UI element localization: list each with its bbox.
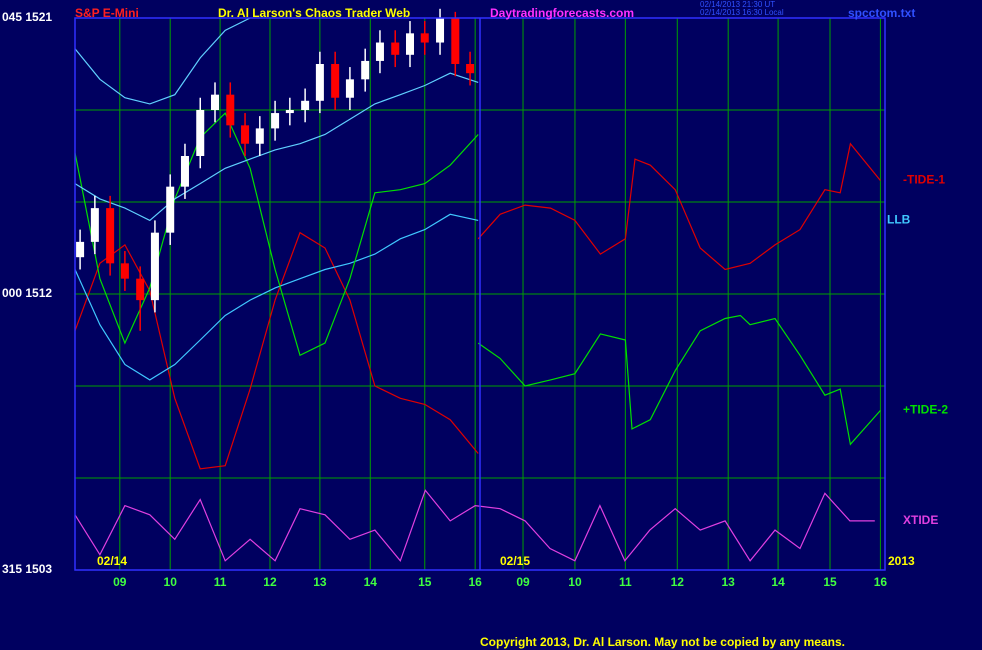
- candle-body: [391, 42, 400, 55]
- candle-body: [180, 156, 189, 187]
- candle-body: [420, 33, 429, 43]
- candle-body: [451, 18, 460, 64]
- x-tick-label: 11: [619, 575, 632, 589]
- x-tick-label: 14: [771, 575, 785, 589]
- x-tick-label: 16: [874, 575, 888, 589]
- x-tick-label: 12: [671, 575, 685, 589]
- x-tick-label: 13: [313, 575, 327, 589]
- y-tick-label: 045 1521: [2, 10, 52, 24]
- x-tick-label: 10: [568, 575, 582, 589]
- symbol: S&P E-Mini: [75, 6, 139, 20]
- candle-body: [361, 60, 370, 80]
- x-tick-label: 09: [113, 575, 127, 589]
- marks: [74, 8, 881, 562]
- x-tick-label: 15: [823, 575, 837, 589]
- candle-body: [150, 232, 159, 301]
- candle-body: [106, 208, 115, 264]
- x-tick-label: 10: [164, 575, 178, 589]
- series-label: -TIDE-1: [903, 173, 945, 187]
- website: Daytradingforecasts.com: [490, 6, 634, 20]
- series-line: [74, 213, 479, 381]
- candle-body: [271, 113, 280, 129]
- x-tick-label: 15: [418, 575, 432, 589]
- candle-body: [436, 18, 445, 43]
- x-tick-label: 12: [263, 575, 277, 589]
- candle-body: [196, 110, 205, 156]
- x-tick-label: 16: [468, 575, 482, 589]
- candle-body: [301, 100, 310, 110]
- candle-body: [166, 186, 175, 233]
- candle-body: [120, 263, 129, 279]
- series-line: [74, 142, 881, 470]
- candle-body: [90, 208, 99, 242]
- candle-body: [255, 128, 264, 144]
- candle-body: [345, 79, 354, 98]
- file-name: spcctom.txt: [848, 6, 915, 20]
- timestamp: 02/14/2013 16:30 Local: [700, 8, 784, 17]
- x-tick-label: 14: [364, 575, 378, 589]
- series-label: XTIDE: [903, 513, 938, 527]
- candle-body: [466, 64, 475, 74]
- x-tick-label: 11: [214, 575, 227, 589]
- x-tick-label: 09: [516, 575, 530, 589]
- timestamp: 02/14/2013 21:30 UT: [700, 0, 775, 9]
- series-label: LLB: [887, 213, 911, 227]
- chart-title: Dr. Al Larson's Chaos Trader Web: [218, 6, 410, 20]
- candle-body: [405, 33, 414, 55]
- x-tick-label: 13: [722, 575, 736, 589]
- candle-body: [136, 278, 145, 301]
- date-label: 02/15: [500, 554, 530, 568]
- candle-body: [76, 241, 85, 258]
- y-tick-label: 315 1503: [2, 562, 52, 576]
- candle-body: [285, 110, 294, 114]
- date-label: 02/14: [97, 554, 127, 568]
- candle-body: [375, 42, 384, 61]
- series-line: [74, 112, 881, 446]
- series-label: +TIDE-2: [903, 403, 948, 417]
- candle-body: [226, 94, 235, 126]
- candle-body: [211, 94, 220, 110]
- series-line: [74, 17, 251, 105]
- copyright: Copyright 2013, Dr. Al Larson. May not b…: [480, 635, 845, 649]
- series-line: [74, 72, 479, 222]
- candle-body: [331, 64, 340, 98]
- candle-body: [241, 125, 250, 144]
- series-line: [74, 489, 875, 562]
- candle-body: [315, 64, 324, 101]
- date-label: 2013: [888, 554, 915, 568]
- y-tick-label: 000 1512: [2, 286, 52, 300]
